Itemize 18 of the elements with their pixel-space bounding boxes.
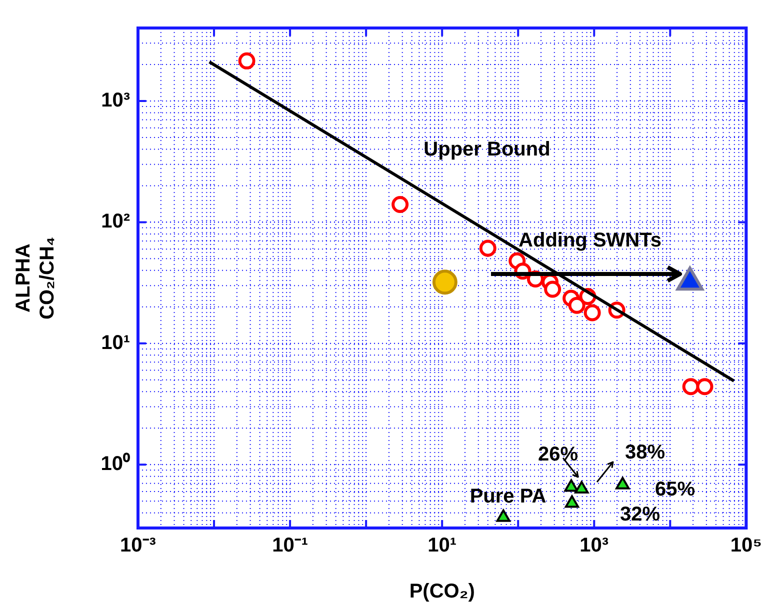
x-tick-label: 10⁵ (730, 534, 762, 557)
y-tick-label: 10³ (101, 89, 130, 112)
y-tick-label: 10² (101, 210, 130, 233)
annotation: Pure PA (470, 486, 546, 508)
annotation: 32% (620, 504, 660, 526)
x-tick-label: 10³ (580, 534, 609, 557)
annotation: Upper Bound (424, 138, 550, 161)
x-axis-title: P(CO₂) (409, 580, 475, 603)
x-tick-label: 10⁻³ (120, 534, 156, 557)
x-tick-label: 10⁻¹ (272, 534, 308, 557)
annotation: Adding SWNTs (518, 230, 662, 252)
x-tick-label: 10¹ (428, 534, 457, 557)
annotation: 65% (654, 478, 696, 501)
annotation: 38% (624, 442, 666, 464)
annotation: 26% (538, 444, 578, 466)
y-axis-title: ALPHA CO₂/CH₄ (12, 236, 59, 320)
y-tick-label: 10¹ (101, 332, 130, 354)
y-tick-label: 10⁰ (100, 452, 130, 476)
